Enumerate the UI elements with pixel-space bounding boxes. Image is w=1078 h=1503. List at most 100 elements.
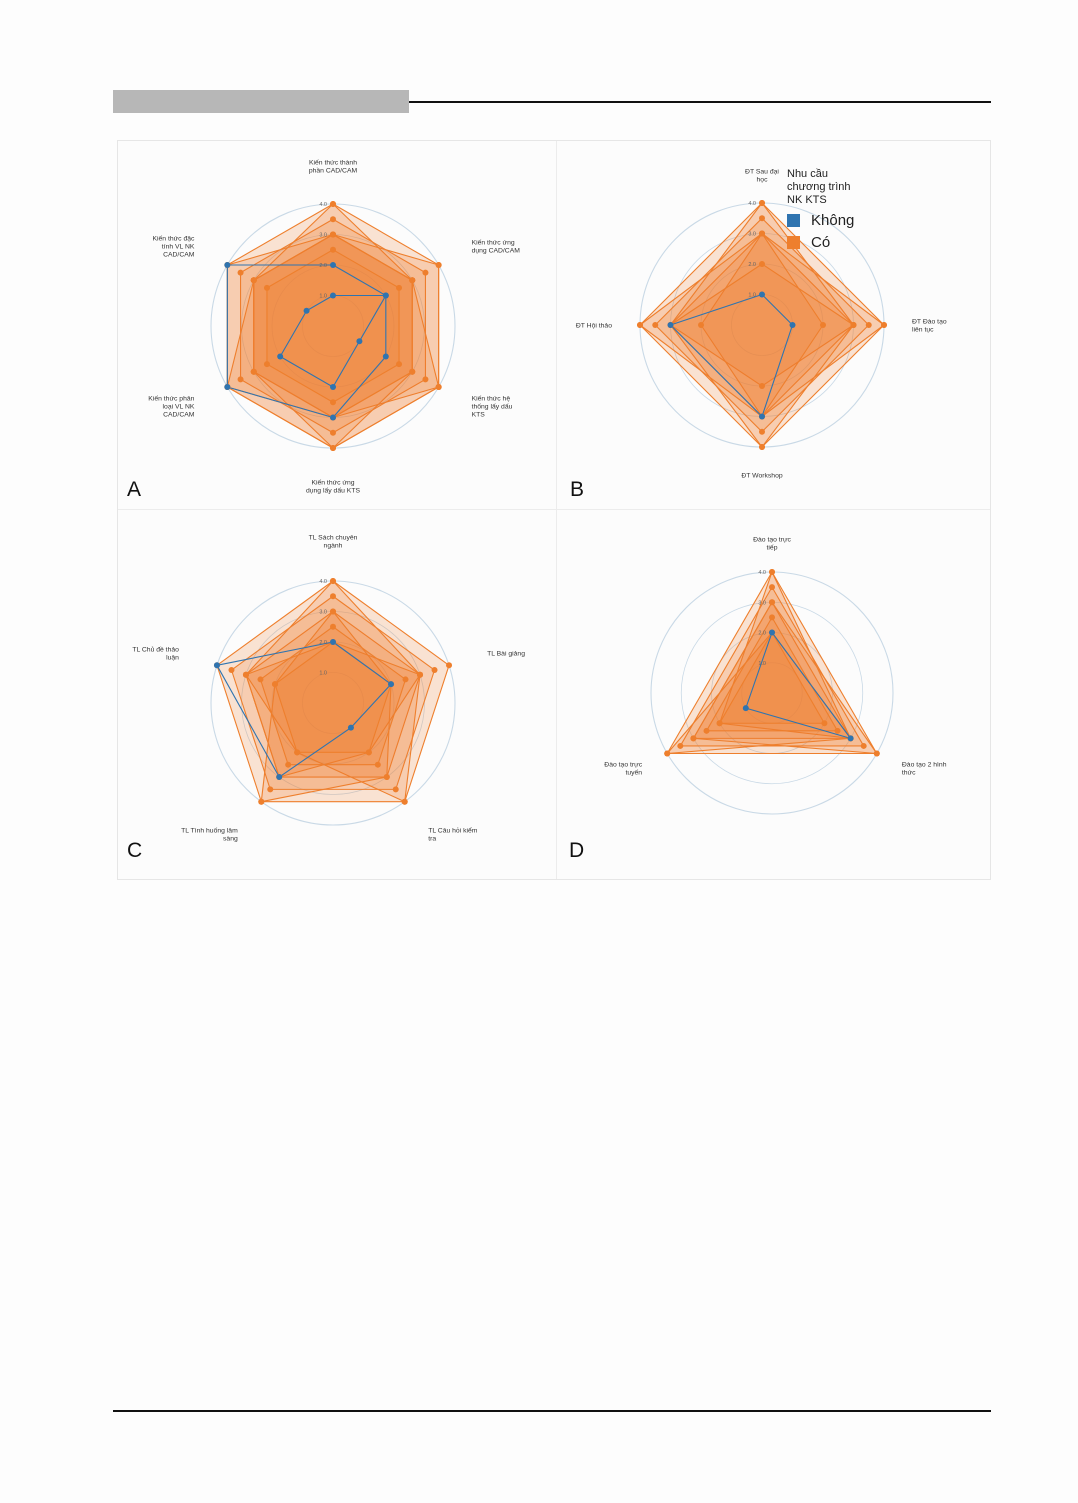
data-point-co — [237, 269, 244, 276]
grid-circle — [302, 672, 364, 734]
series-polygon-co — [719, 631, 825, 724]
data-point-co — [865, 322, 872, 328]
header-rule — [409, 101, 991, 103]
data-point-co — [698, 322, 704, 328]
data-point-co — [250, 368, 257, 375]
data-point-co — [769, 614, 775, 621]
data-point-co — [435, 384, 442, 390]
data-point-co — [237, 376, 244, 383]
data-point-co — [759, 230, 765, 237]
axis-label: Đào tạo 2 hình thức — [902, 762, 947, 777]
series-polygon-co — [216, 580, 450, 803]
data-point-khong — [789, 322, 796, 328]
panel-b: 1.0 2.0 3.0 4.0 ĐT Sau đại học ĐT Đào tạo liên … — [557, 141, 990, 510]
data-point-co — [769, 569, 775, 575]
radial-tick-label: 3.0 — [748, 232, 756, 238]
data-point-co — [881, 322, 887, 328]
radial-tick-label: 2.0 — [748, 262, 756, 268]
data-point-co — [250, 277, 257, 284]
data-point-co — [873, 750, 880, 757]
data-point-co — [759, 215, 765, 222]
axis-label: TL Chủ đề thảo luận — [132, 644, 179, 661]
data-point-co — [435, 262, 442, 268]
radial-tick-label: 2.0 — [758, 631, 766, 637]
data-point-khong — [213, 662, 220, 669]
legend-item-khong: Không — [787, 212, 917, 229]
data-point-co — [759, 428, 765, 435]
data-point-co — [330, 445, 336, 451]
radial-tick-label: 1.0 — [319, 671, 327, 677]
data-point-co — [330, 246, 336, 253]
data-point-co — [716, 720, 723, 727]
radial-tick-label: 1.0 — [758, 661, 766, 667]
radial-tick-label: 4.0 — [319, 202, 327, 208]
axis-label: TL Tình huống lâm sàng — [181, 826, 238, 843]
data-point-co — [383, 774, 390, 781]
axis-label: Kiến thức đặc tính VL NK CAD/CAM — [152, 234, 195, 259]
axis-label: ĐT Workshop — [741, 473, 783, 480]
footer-rule — [113, 1410, 991, 1412]
data-point-co — [759, 200, 765, 206]
axis-label: TL Bài giảng — [487, 650, 525, 657]
series-polygon-co — [259, 626, 407, 766]
header-bar — [113, 90, 409, 113]
data-point-co — [242, 671, 249, 678]
data-point-khong — [330, 639, 336, 645]
data-point-co — [431, 667, 438, 674]
series-polygon-co — [230, 595, 436, 790]
axis-label: Kiến thức hệ thống lấy dấu KTS — [472, 394, 513, 419]
data-point-co — [228, 667, 235, 674]
panel-letter-b: B — [570, 478, 585, 501]
series-polygon-co — [692, 601, 878, 755]
data-point-co — [330, 608, 336, 615]
axis-label: Kiến thức ứng dụng CAD/CAM — [472, 238, 521, 255]
data-point-co — [703, 727, 710, 734]
series-polygon-co — [245, 610, 421, 778]
radar-chart-b: 1.0 2.0 3.0 4.0 ĐT Sau đại học ĐT Đào tạo liên … — [576, 169, 947, 480]
data-point-khong — [742, 705, 749, 712]
data-point-co — [850, 322, 857, 328]
data-point-khong — [303, 307, 310, 314]
data-point-co — [257, 676, 264, 683]
legend-swatch-co — [787, 236, 800, 249]
data-point-co — [417, 671, 424, 678]
series-polygon-co — [679, 586, 865, 747]
radar-chart-a: 1.0 2.0 3.0 4.0 Kiến thức thành phần CAD/CAM K… — [148, 158, 521, 495]
panel-a: 1.0 2.0 3.0 4.0 Kiến thức thành phần CAD/CAM K… — [118, 141, 557, 510]
data-point-co — [409, 277, 416, 284]
data-point-khong — [276, 774, 283, 781]
data-point-co — [365, 749, 372, 756]
data-point-co — [769, 599, 775, 606]
data-point-co — [294, 749, 301, 756]
data-point-co — [402, 676, 409, 683]
series-polygon-co — [705, 616, 839, 732]
radial-tick-label: 1.0 — [319, 294, 327, 300]
data-point-co — [392, 786, 399, 793]
data-point-co — [396, 284, 403, 291]
data-point-co — [759, 261, 765, 267]
data-point-khong — [330, 262, 336, 268]
axis-label: Kiến thức ứng dụng lấy dấu KTS — [306, 478, 360, 495]
panel-letter-a: A — [127, 478, 142, 501]
panel-c: 1.0 2.0 3.0 4.0 TL Sách chuyên ngành TL Bài gi… — [118, 510, 557, 879]
data-point-co — [677, 742, 684, 749]
series-polygon-khong — [216, 641, 392, 778]
radial-tick-label: 4.0 — [319, 579, 327, 585]
data-point-co — [834, 727, 841, 734]
data-point-co — [374, 761, 381, 768]
data-point-co — [759, 383, 765, 389]
data-point-co — [330, 593, 336, 600]
data-point-co — [422, 376, 429, 383]
data-point-khong — [667, 322, 674, 328]
axis-label: Đào tạo trực tiếp — [753, 537, 791, 552]
axis-label: TL Sách chuyên ngành — [309, 535, 358, 550]
data-point-co — [267, 786, 274, 793]
radial-tick-label: 2.0 — [319, 263, 327, 269]
legend-item-co: Có — [787, 234, 917, 251]
data-point-khong — [277, 353, 284, 360]
data-point-co — [330, 578, 336, 584]
legend-label-co: Có — [811, 234, 831, 251]
axis-label: Kiến thức thành phần CAD/CAM — [309, 158, 358, 175]
legend-swatch-khong — [787, 214, 800, 227]
data-point-khong — [759, 291, 765, 298]
